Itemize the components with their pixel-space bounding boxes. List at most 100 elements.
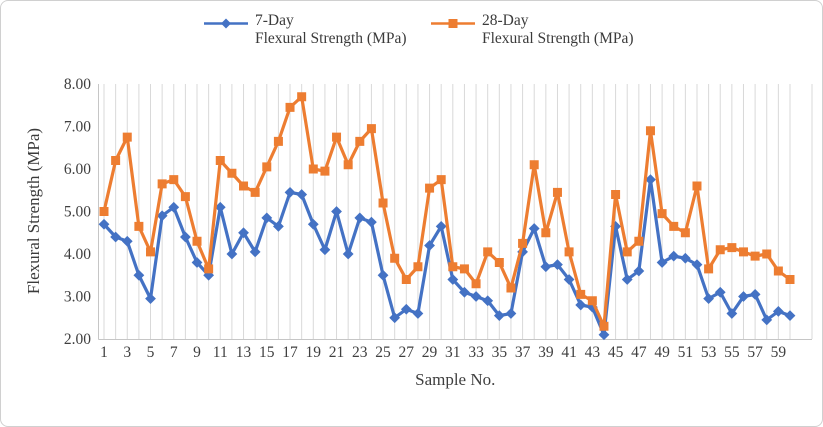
data-point-square [645,126,655,136]
data-point-diamond [342,248,354,260]
data-point-diamond [435,220,447,232]
data-point-diamond [319,244,331,256]
data-point-square [785,275,795,284]
data-point-square [704,264,714,274]
data-point-square [692,181,702,191]
series-line [102,95,791,328]
data-point-diamond [121,235,133,247]
data-point-diamond [133,269,145,281]
data-point-diamond [168,201,180,213]
legend-line-diamond-icon [204,18,248,29]
data-point-square [390,253,400,263]
data-point-square [134,221,144,231]
x-tick-label: 9 [193,344,201,361]
data-point-square [622,247,632,257]
data-point-diamond [296,189,308,200]
data-point-diamond [679,252,691,264]
data-point-diamond [482,295,494,307]
data-point-square [157,179,167,189]
data-point-square [738,247,748,257]
x-tick-label: 19 [306,344,322,361]
data-point-diamond [389,312,401,324]
square-marker-icon [448,19,458,28]
data-point-diamond [273,220,284,232]
data-point-diamond [203,269,215,281]
data-point-diamond [214,201,226,213]
data-point-square [320,166,330,176]
data-point-diamond [238,227,249,239]
data-point-square [436,175,446,185]
legend-line-square-icon [431,19,475,28]
data-point-diamond [354,212,366,224]
data-point-diamond [366,216,377,228]
data-point-square [750,251,760,261]
data-point-diamond [761,314,773,326]
y-tick-labels: 2.00 3.00 4.00 5.00 6.00 7.00 8.00 [64,76,91,348]
data-point-diamond [447,274,459,285]
data-point-diamond [714,286,726,298]
data-point-square [250,187,260,197]
data-point-square [483,247,493,257]
data-point-square [262,162,272,172]
data-point-diamond [191,257,203,268]
x-tick-label: 39 [538,344,554,361]
data-point-square [611,190,621,199]
data-point-square [308,164,318,174]
data-point-square [576,289,586,299]
data-point-diamond [307,218,319,230]
y-tick-label: 8.00 [64,76,91,93]
y-tick-label: 4.00 [64,246,91,263]
data-point-diamond [493,310,505,322]
x-tick-labels: 1 3 5 7 9 11 13 15 17 19 21 23 25 27 29 31 33 35 37 39 41 43 4… [100,344,786,361]
data-point-square [227,168,237,178]
data-point-diamond [261,212,273,224]
data-point-diamond [656,257,668,268]
legend-item-7day: 7-Day Flexural Strength (MPa) [203,12,407,48]
x-tick-label: 25 [375,344,391,361]
data-point-square [192,236,202,246]
data-point-square [541,228,551,238]
data-point-diamond [145,293,156,305]
data-point-square [599,321,609,331]
data-point-square [401,275,411,284]
data-point-diamond [528,223,540,234]
data-point-square [587,296,597,306]
data-point-square [518,238,528,248]
data-point-square [99,207,109,216]
data-point-square [715,245,725,255]
data-point-square [727,243,737,253]
x-tick-label: 5 [147,344,155,361]
data-point-square [180,192,190,202]
data-point-diamond [284,186,296,198]
legend-label-28day-line1: 28-Day [482,12,529,29]
data-point-square [448,262,458,272]
x-tick-label: 33 [468,344,484,361]
data-point-square [273,136,283,146]
data-point-diamond [540,261,552,273]
x-tick-label: 41 [561,344,577,361]
data-point-diamond [470,291,482,302]
legend-label-28day-line2: Flexural Strength (MPa) [482,29,634,47]
x-tick-label: 45 [608,344,624,361]
x-tick-label: 17 [282,344,298,361]
data-point-diamond [575,299,587,311]
data-point-square [529,160,539,170]
data-point-square [680,228,690,238]
legend-label-7day-line1: 7-Day [255,12,294,29]
x-tick-label: 21 [329,344,345,361]
data-point-square [413,262,423,272]
x-tick-label: 47 [631,344,647,361]
data-point-diamond [156,210,168,222]
data-point-square [378,198,388,208]
data-point-square [773,266,783,276]
data-point-square [564,247,574,257]
diamond-marker-icon [221,18,231,29]
x-tick-label: 31 [445,344,461,361]
x-tick-label: 57 [747,344,763,361]
x-tick-label: 59 [771,344,787,361]
data-point-square [459,264,469,274]
x-tick-label: 53 [701,344,717,361]
data-point-diamond [98,218,110,230]
x-tick-label: 23 [352,344,368,361]
